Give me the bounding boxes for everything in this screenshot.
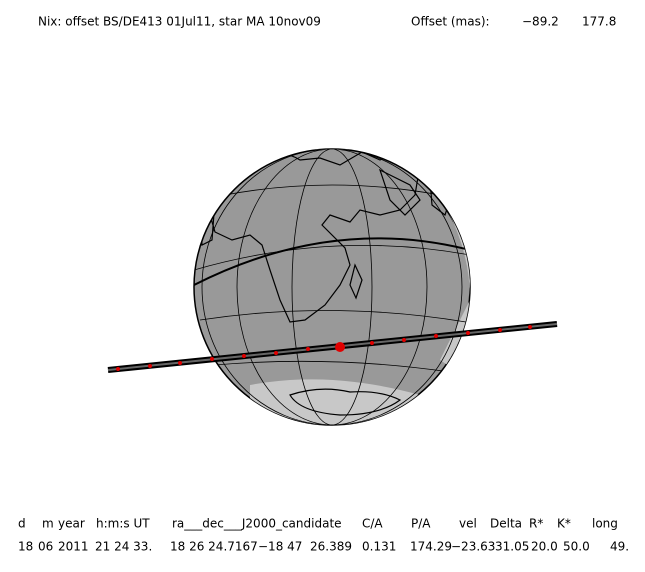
- table-header: d: [18, 517, 26, 531]
- table-cell: 31.05: [495, 540, 529, 554]
- table-cell: 174.29: [410, 540, 452, 554]
- data-table: d m year h:m:s UT ra___dec___J2000_candi…: [18, 517, 629, 554]
- table-cell: 0.131: [362, 540, 396, 554]
- table-header: ra___dec___J2000_candidate: [172, 517, 342, 531]
- table-header: m: [42, 517, 54, 531]
- table-header: vel: [459, 517, 477, 531]
- table-cell: 18 26 24.7167: [170, 540, 258, 554]
- offset-value: 177.8: [582, 15, 616, 29]
- globe: [193, 148, 471, 426]
- table-header: long: [592, 517, 618, 531]
- table-cell: 06: [38, 540, 53, 554]
- table-cell: 2011: [58, 540, 89, 554]
- table-cell: 18: [18, 540, 33, 554]
- table-cell: 50.0: [563, 540, 590, 554]
- table-header: P/A: [411, 517, 431, 531]
- table-header: Delta: [490, 517, 522, 531]
- table-cell: 21 24 33.: [95, 540, 152, 554]
- offset-value: −89.2: [522, 15, 559, 29]
- table-header: C/A: [362, 517, 383, 531]
- table-cell: −23.63: [451, 540, 495, 554]
- offset-label: Offset (mas):: [411, 15, 490, 29]
- table-cell: −18 47 26.389: [258, 540, 352, 554]
- table-cell: 49.: [610, 540, 629, 554]
- table-header: K*: [557, 517, 571, 531]
- table-header: year: [58, 517, 85, 531]
- table-cell: 20.0: [531, 540, 558, 554]
- title: Nix: offset BS/DE413 01Jul11, star MA 10…: [38, 15, 321, 29]
- table-header: R*: [529, 517, 543, 531]
- table-header: h:m:s UT: [96, 517, 150, 531]
- shadow-path: [107, 321, 558, 373]
